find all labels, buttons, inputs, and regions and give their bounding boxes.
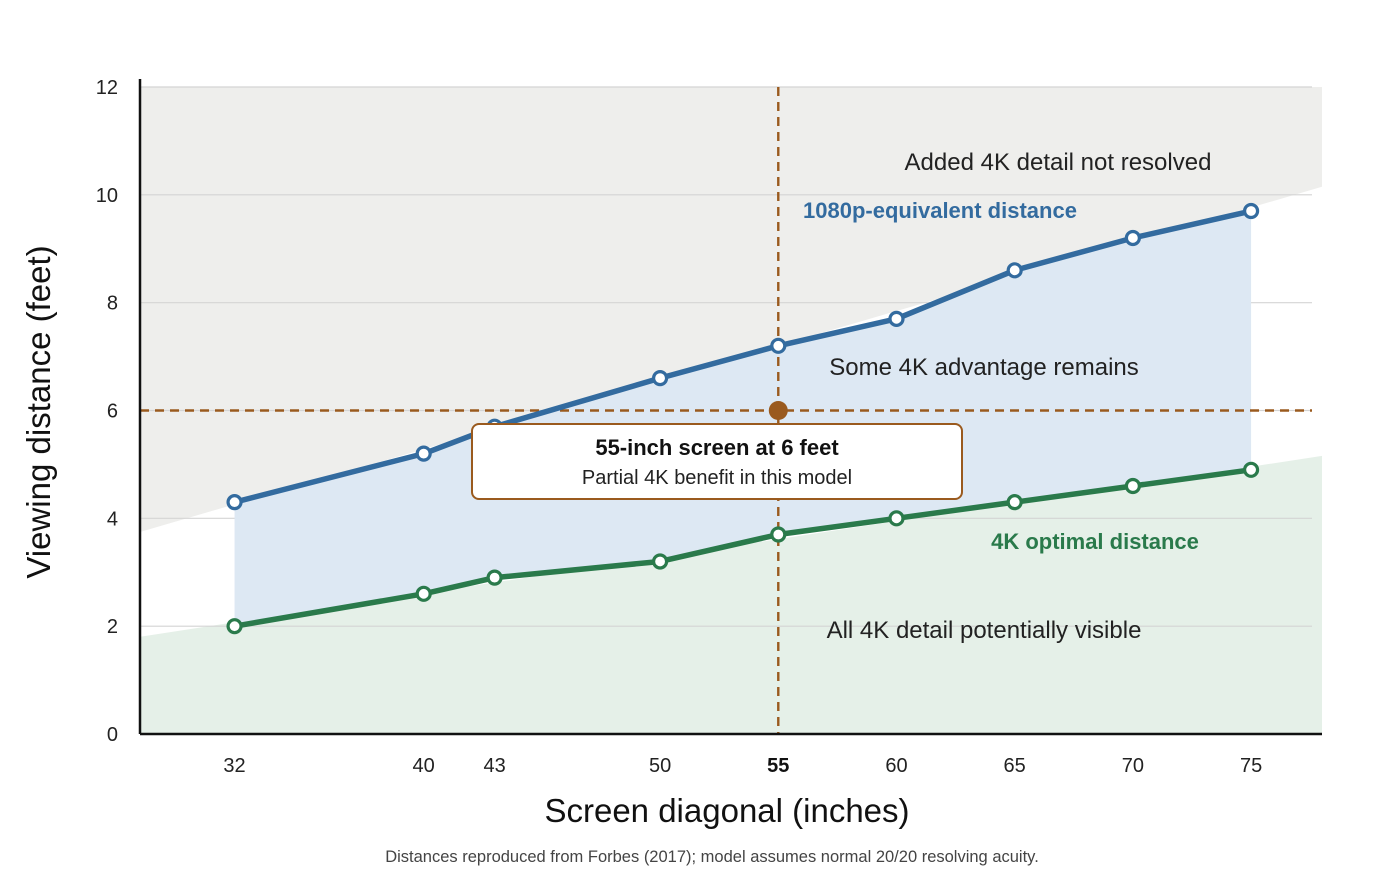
data-point xyxy=(226,494,243,511)
x-tick-label: 32 xyxy=(223,755,245,777)
data-point xyxy=(888,310,905,327)
region-label-some-advantage: Some 4K advantage remains xyxy=(829,354,1139,381)
data-point xyxy=(1124,229,1141,247)
data-point xyxy=(415,585,432,602)
data-point xyxy=(1006,494,1023,511)
reference-point xyxy=(768,401,788,420)
data-point xyxy=(226,618,243,635)
data-point xyxy=(651,553,669,570)
y-tick-label: 10 xyxy=(96,185,118,207)
region-all-visible xyxy=(140,455,1322,734)
x-axis-title: Screen diagonal (inches) xyxy=(544,792,909,829)
y-tick-label: 0 xyxy=(107,724,118,746)
x-tick-label: 70 xyxy=(1122,755,1144,777)
region-label-not-resolved: Added 4K detail not resolved xyxy=(905,149,1212,176)
region-label-all-visible: All 4K detail potentially visible xyxy=(827,617,1142,644)
reference-lines xyxy=(140,87,1312,734)
x-tick-label: 55 xyxy=(767,755,789,777)
series-fill xyxy=(234,211,1252,627)
footnote: Distances reproduced from Forbes (2017);… xyxy=(385,848,1039,866)
x-tick-label: 50 xyxy=(649,755,671,777)
x-tick-label: 60 xyxy=(885,755,907,777)
y-tick-label: 6 xyxy=(107,401,118,423)
data-point xyxy=(1242,461,1260,478)
data-point xyxy=(1006,262,1023,279)
y-tick-label: 2 xyxy=(107,616,118,638)
data-point xyxy=(651,370,669,387)
series-label-4k: 4K optimal distance xyxy=(991,529,1199,554)
x-tick-label: 65 xyxy=(1004,755,1026,777)
data-point xyxy=(415,445,432,462)
y-tick-label: 4 xyxy=(107,508,118,530)
data-point xyxy=(888,510,905,527)
callout-title: 55-inch screen at 6 feet xyxy=(595,435,839,460)
data-point xyxy=(770,526,787,543)
x-tick-label: 75 xyxy=(1240,755,1262,777)
callout-box xyxy=(471,423,963,500)
series-label-1080p: 1080p-equivalent distance xyxy=(803,198,1077,223)
data-point xyxy=(1242,202,1260,220)
y-tick-label: 12 xyxy=(96,77,118,99)
y-axis-title: Viewing distance (feet) xyxy=(20,245,57,578)
axes xyxy=(138,79,1322,736)
y-tick-label: 8 xyxy=(107,293,118,315)
x-tick-label: 43 xyxy=(483,755,505,777)
data-point xyxy=(486,569,503,586)
x-tick-label: 40 xyxy=(413,755,435,777)
region-not-resolved xyxy=(140,87,1322,532)
labels: 0 2 4 6 8 10 12 32 40 43 50 55 60 65 70 75 Added 4K deta… xyxy=(96,77,1262,777)
data-point xyxy=(1124,477,1141,495)
data-point xyxy=(770,337,787,354)
region-some-advantage xyxy=(234,211,1252,627)
callout-subtitle: Partial 4K benefit in this model xyxy=(582,467,852,489)
background-regions xyxy=(140,87,1322,734)
